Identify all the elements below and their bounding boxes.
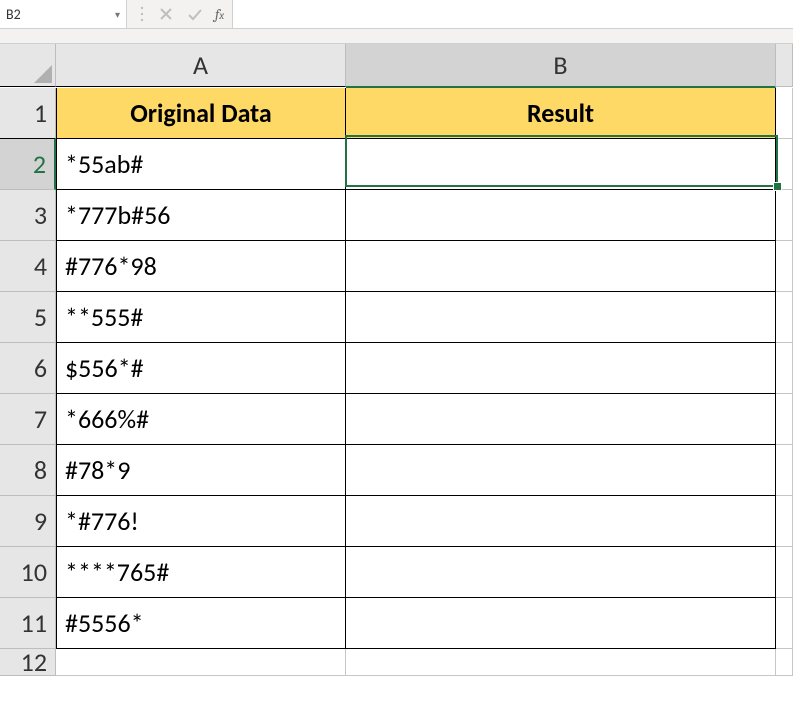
- cell-blank-12: [776, 649, 793, 676]
- row-header-12[interactable]: 12: [0, 649, 56, 676]
- toolbar-gap: [0, 29, 793, 44]
- row-header-4[interactable]: 4: [0, 241, 56, 292]
- cell-blank-9: [776, 496, 793, 547]
- cell-blank-3: [776, 190, 793, 241]
- cell-B4[interactable]: [346, 241, 776, 292]
- cell-blank-10: [776, 547, 793, 598]
- cell-A11[interactable]: #5556*: [56, 598, 346, 649]
- cell-blank-11: [776, 598, 793, 649]
- cell-B1[interactable]: Result: [346, 88, 776, 139]
- cell-B8[interactable]: [346, 445, 776, 496]
- chevron-down-icon[interactable]: ▾: [109, 8, 126, 21]
- cell-blank-6: [776, 343, 793, 394]
- cell-B5[interactable]: [346, 292, 776, 343]
- more-icon: [139, 6, 145, 22]
- fx-icon[interactable]: fx: [215, 5, 232, 23]
- cell-B9[interactable]: [346, 496, 776, 547]
- cancel-icon: [159, 7, 173, 21]
- name-box-value: B2: [6, 6, 109, 23]
- cell-A9[interactable]: *#776!: [56, 496, 346, 547]
- row-header-9[interactable]: 9: [0, 496, 56, 547]
- cell-A2[interactable]: *55ab#: [56, 139, 346, 190]
- row-header-6[interactable]: 6: [0, 343, 56, 394]
- row-header-1[interactable]: 1: [0, 88, 56, 139]
- cell-B7[interactable]: [346, 394, 776, 445]
- col-header-blank: [776, 44, 793, 87]
- cell-blank-7: [776, 394, 793, 445]
- name-box[interactable]: B2 ▾: [0, 0, 127, 28]
- cell-B2[interactable]: [346, 139, 776, 190]
- cell-blank-1: [776, 88, 793, 139]
- cell-A10[interactable]: ****765#: [56, 547, 346, 598]
- row-header-2[interactable]: 2: [0, 139, 56, 190]
- cell-B10[interactable]: [346, 547, 776, 598]
- select-all-corner[interactable]: [0, 44, 56, 87]
- cell-A8[interactable]: #78*9: [56, 445, 346, 496]
- cell-A7[interactable]: *666%#: [56, 394, 346, 445]
- row-header-7[interactable]: 7: [0, 394, 56, 445]
- row-header-8[interactable]: 8: [0, 445, 56, 496]
- cell-A6[interactable]: $556*#: [56, 343, 346, 394]
- cell-B6[interactable]: [346, 343, 776, 394]
- cell-B11[interactable]: [346, 598, 776, 649]
- cell-A12[interactable]: [56, 649, 346, 676]
- row-header-10[interactable]: 10: [0, 547, 56, 598]
- formula-bar-icons: [127, 6, 215, 22]
- cell-blank-5: [776, 292, 793, 343]
- row-header-11[interactable]: 11: [0, 598, 56, 649]
- col-header-A[interactable]: A: [56, 44, 346, 87]
- cell-A5[interactable]: **555#: [56, 292, 346, 343]
- worksheet-grid[interactable]: A B 1 Original Data Result 2 *55ab# 3 *7…: [0, 44, 793, 676]
- row-header-5[interactable]: 5: [0, 292, 56, 343]
- col-header-B[interactable]: B: [346, 44, 776, 88]
- enter-icon: [187, 7, 203, 21]
- formula-input[interactable]: [232, 0, 793, 28]
- row-header-3[interactable]: 3: [0, 190, 56, 241]
- cell-blank-4: [776, 241, 793, 292]
- cell-A3[interactable]: *777b#56: [56, 190, 346, 241]
- cell-blank-2: [776, 139, 793, 190]
- cell-B12[interactable]: [346, 649, 776, 676]
- formula-bar: B2 ▾ fx: [0, 0, 793, 29]
- cell-blank-8: [776, 445, 793, 496]
- cell-B3[interactable]: [346, 190, 776, 241]
- cell-A4[interactable]: #776*98: [56, 241, 346, 292]
- cell-A1[interactable]: Original Data: [56, 88, 346, 139]
